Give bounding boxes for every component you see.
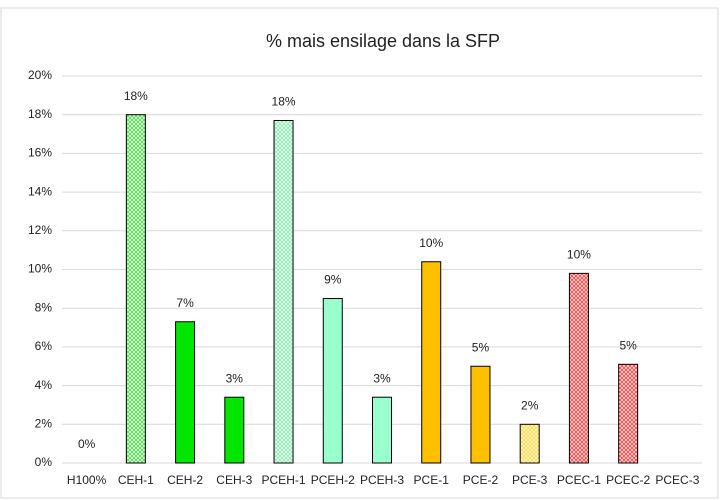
- value-label: 10%: [419, 236, 443, 250]
- chart-title: % mais ensilage dans la SFP: [266, 31, 500, 51]
- value-label: 18%: [124, 89, 148, 103]
- bar: [568, 272, 589, 464]
- bar: [224, 396, 245, 464]
- y-tick-label: 10%: [28, 262, 52, 276]
- bar: [175, 321, 196, 464]
- x-tick-label: CEH-1: [118, 473, 154, 487]
- y-tick-label: 18%: [28, 107, 52, 121]
- bar: [372, 396, 392, 464]
- value-label: 10%: [567, 248, 591, 262]
- y-tick-label: 14%: [28, 184, 52, 198]
- x-tick-label: PCEC-2: [606, 473, 650, 487]
- x-tick-label: PCEH-2: [311, 473, 355, 487]
- y-tick-label: 16%: [28, 146, 52, 160]
- y-tick-label: 20%: [28, 68, 52, 82]
- bar: [618, 363, 639, 464]
- x-tick-label: PCE-2: [463, 473, 499, 487]
- x-tick-label: PCEC-3: [655, 473, 699, 487]
- bar: [273, 120, 294, 464]
- bar: [470, 365, 491, 464]
- value-label: 5%: [619, 338, 637, 352]
- y-tick-label: 8%: [35, 300, 53, 314]
- value-label: 7%: [176, 296, 194, 310]
- x-tick-label: PCEC-1: [557, 473, 601, 487]
- chart-frame: [0, 7, 719, 499]
- bar: [421, 261, 442, 464]
- x-tick-label: PCE-3: [512, 473, 548, 487]
- value-label: 5%: [472, 340, 490, 354]
- y-tick-label: 6%: [35, 339, 53, 353]
- x-tick-label: PCEH-1: [262, 473, 306, 487]
- y-tick-label: 2%: [35, 416, 53, 430]
- bar: [125, 114, 146, 464]
- y-tick-label: 4%: [35, 378, 53, 392]
- bar: [322, 298, 343, 464]
- x-tick-label: CEH-2: [167, 473, 203, 487]
- value-label: 18%: [272, 95, 296, 109]
- value-label: 0%: [78, 437, 96, 451]
- y-tick-label: 0%: [35, 455, 53, 469]
- x-tick-label: H100%: [67, 473, 107, 487]
- value-label: 9%: [324, 273, 342, 287]
- x-tick-label: PCEH-3: [360, 473, 404, 487]
- value-label: 3%: [226, 371, 244, 385]
- x-tick-label: CEH-3: [216, 473, 252, 487]
- y-tick-label: 12%: [28, 223, 52, 237]
- bar: [519, 423, 540, 464]
- x-tick-label: PCE-1: [414, 473, 450, 487]
- value-label: 3%: [373, 371, 391, 385]
- value-label: 2%: [521, 398, 539, 412]
